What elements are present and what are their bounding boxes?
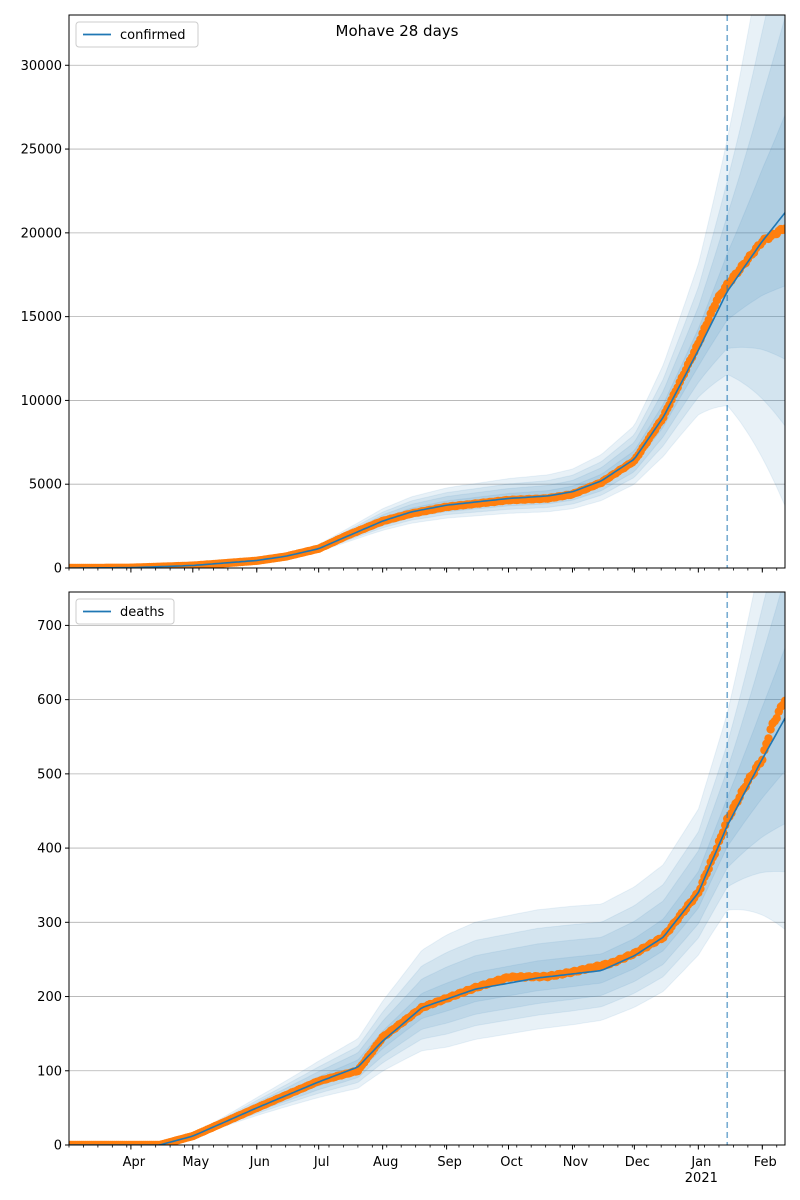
confirmed-panel: 0 5000 10000 15000 20000 25000 30000 confirmed <box>21 14 786 577</box>
y-tick-label: 15000 <box>21 310 62 325</box>
x-tick-label: Jul <box>313 1155 330 1170</box>
legend-box <box>75 598 175 625</box>
legend: confirmed <box>75 21 199 48</box>
y-tick-label: 100 <box>37 1064 62 1079</box>
y-tick-label: 600 <box>37 693 62 708</box>
x-tick-label: May <box>182 1155 209 1170</box>
x-tick-label: Sep <box>437 1155 462 1170</box>
uncertainty-band <box>69 592 785 1145</box>
legend-box <box>75 21 199 48</box>
x-tick-label: Oct <box>500 1155 522 1170</box>
plot-area <box>69 592 785 1145</box>
legend-label: confirmed <box>120 28 186 43</box>
model-line <box>69 212 785 568</box>
figure-title: Mohave 28 days <box>336 22 459 40</box>
y-tick-label: 700 <box>37 619 62 634</box>
y-tick-label: 0 <box>54 1139 62 1154</box>
uncertainty-band <box>69 592 785 1145</box>
deaths-panel: 0 100 200 300 400 500 600 700 Apr May Jun Jul Aug Sep… <box>37 591 786 1186</box>
axes-frame <box>68 14 786 569</box>
x-tick-label: Apr <box>123 1155 146 1170</box>
observed-point <box>764 734 773 743</box>
y-tick-label: 5000 <box>29 478 62 493</box>
legend: deaths <box>75 598 175 625</box>
y-tick-label: 30000 <box>21 59 62 74</box>
plot-area <box>69 15 785 568</box>
y-tick-label: 300 <box>37 916 62 931</box>
x-tick-label: Jun <box>249 1155 270 1170</box>
observed-point <box>704 315 713 325</box>
x-year-label: 2021 <box>685 1171 718 1186</box>
observed-point <box>780 224 785 233</box>
x-tick-label: Jan <box>690 1155 711 1170</box>
uncertainty-band <box>69 592 785 1145</box>
x-tick-label: Aug <box>373 1155 398 1170</box>
y-tick-label: 200 <box>37 990 62 1005</box>
axes-frame <box>68 591 786 1146</box>
x-tick-label: Dec <box>625 1155 650 1170</box>
y-tick-label: 20000 <box>21 226 62 241</box>
legend-label: deaths <box>120 605 165 620</box>
x-tick-label: Feb <box>754 1155 777 1170</box>
y-tick-label: 400 <box>37 842 62 857</box>
y-tick-label: 0 <box>54 562 62 577</box>
observed-point <box>772 714 781 723</box>
observed-point <box>780 696 785 705</box>
x-tick-label: Nov <box>563 1155 589 1170</box>
y-tick-label: 25000 <box>21 143 62 158</box>
model-line <box>69 717 785 1145</box>
y-tick-label: 10000 <box>21 394 62 409</box>
y-tick-label: 500 <box>37 767 62 782</box>
